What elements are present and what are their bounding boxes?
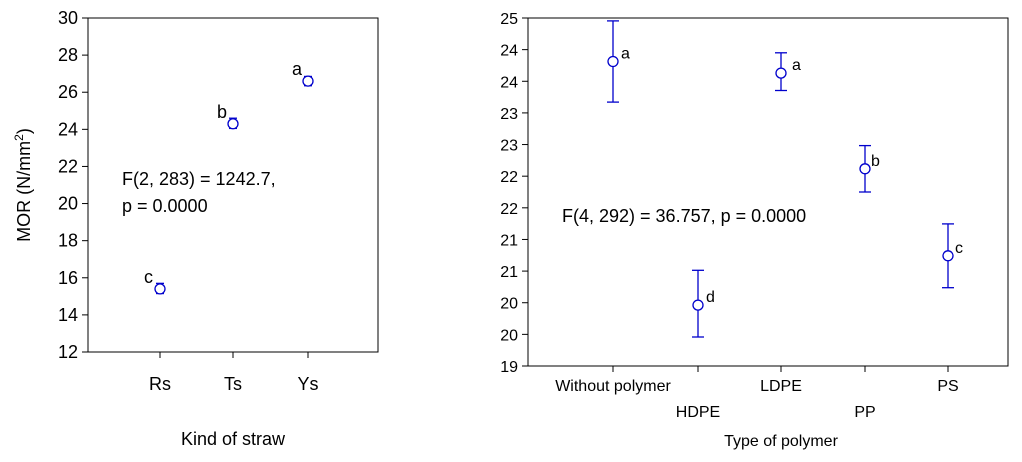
point-marker [776, 68, 786, 78]
x-axis-ticks: Rs Ts Ys [149, 352, 319, 394]
y-tick-label: 24 [500, 43, 518, 60]
x-tick-label: Ys [297, 374, 318, 394]
group-letter-label: d [706, 289, 715, 306]
y-axis-label: MOR (N/mm2) [12, 128, 34, 242]
data-points: a d a b c [607, 21, 963, 337]
x-tick-label: HDPE [676, 404, 720, 421]
data-point: c [144, 267, 165, 294]
data-point: a [775, 53, 801, 91]
y-tick-label: 23 [500, 138, 518, 155]
point-marker [693, 300, 703, 310]
y-tick-label: 20 [58, 194, 78, 214]
group-letter-label: a [292, 59, 303, 79]
y-tick-label: 25 [500, 11, 518, 28]
group-letter-label: c [144, 267, 153, 287]
stats-annotation-line-1: F(2, 283) = 1242.7, [122, 169, 276, 189]
y-tick-label: 22 [500, 201, 518, 218]
point-marker [155, 284, 165, 294]
y-tick-label: 18 [58, 231, 78, 251]
plot-frame [528, 18, 1008, 366]
stats-annotation: F(4, 292) = 36.757, p = 0.0000 [562, 206, 806, 226]
point-marker [943, 251, 953, 261]
stats-annotation-line-2: p = 0.0000 [122, 196, 208, 216]
y-tick-label: 21 [500, 232, 518, 249]
x-axis-label: Type of polymer [724, 433, 839, 450]
y-tick-label: 16 [58, 268, 78, 288]
y-tick-label: 22 [58, 156, 78, 176]
y-axis-label-main: MOR (N/mm [14, 141, 34, 242]
x-axis-ticks: Without polymer HDPE LDPE PP PS [555, 366, 958, 421]
group-letter-label: b [217, 102, 227, 122]
y-tick-label: 14 [58, 305, 78, 325]
data-point: d [692, 270, 715, 337]
y-tick-label: 28 [58, 45, 78, 65]
point-marker [608, 57, 618, 67]
y-tick-label: 21 [500, 264, 518, 281]
y-tick-label: 20 [500, 327, 518, 344]
y-axis-ticks: 12 14 16 18 20 22 24 26 28 30 [58, 8, 88, 362]
group-letter-label: c [955, 240, 963, 257]
data-point: c [942, 224, 963, 288]
y-tick-label: 23 [500, 106, 518, 123]
y-tick-label: 20 [500, 296, 518, 313]
y-tick-label: 19 [500, 359, 518, 376]
x-tick-label: LDPE [760, 378, 802, 395]
x-tick-label: Rs [149, 374, 171, 394]
point-marker [303, 76, 313, 86]
chart-type-of-polymer: 19 20 20 21 21 22 22 23 23 24 24 25 Without polymer… [500, 11, 1008, 450]
group-letter-label: b [871, 153, 880, 170]
data-point: a [607, 21, 630, 102]
point-marker [228, 119, 238, 129]
group-letter-label: a [621, 46, 630, 63]
y-tick-label: 12 [58, 342, 78, 362]
x-tick-label: PS [937, 378, 958, 395]
x-tick-label: Ts [224, 374, 242, 394]
group-letter-label: a [792, 57, 801, 74]
x-axis-label: Kind of straw [181, 429, 286, 449]
y-tick-label: 22 [500, 169, 518, 186]
data-point: a [292, 59, 313, 86]
x-tick-label: Without polymer [555, 378, 671, 395]
x-tick-label: PP [854, 404, 875, 421]
chart-kind-of-straw: 12 14 16 18 20 22 24 26 28 30 Rs Ts Ys c b a F(2, 283… [12, 8, 378, 449]
point-marker [860, 164, 870, 174]
y-axis-ticks: 19 20 20 21 21 22 22 23 23 24 24 25 [500, 11, 528, 376]
data-point: b [859, 146, 880, 192]
y-tick-label: 26 [58, 82, 78, 102]
y-axis-label-suffix: ) [14, 128, 34, 134]
y-tick-label: 30 [58, 8, 78, 28]
data-point: b [217, 102, 238, 129]
y-tick-label: 24 [58, 119, 78, 139]
y-tick-label: 24 [500, 74, 518, 91]
